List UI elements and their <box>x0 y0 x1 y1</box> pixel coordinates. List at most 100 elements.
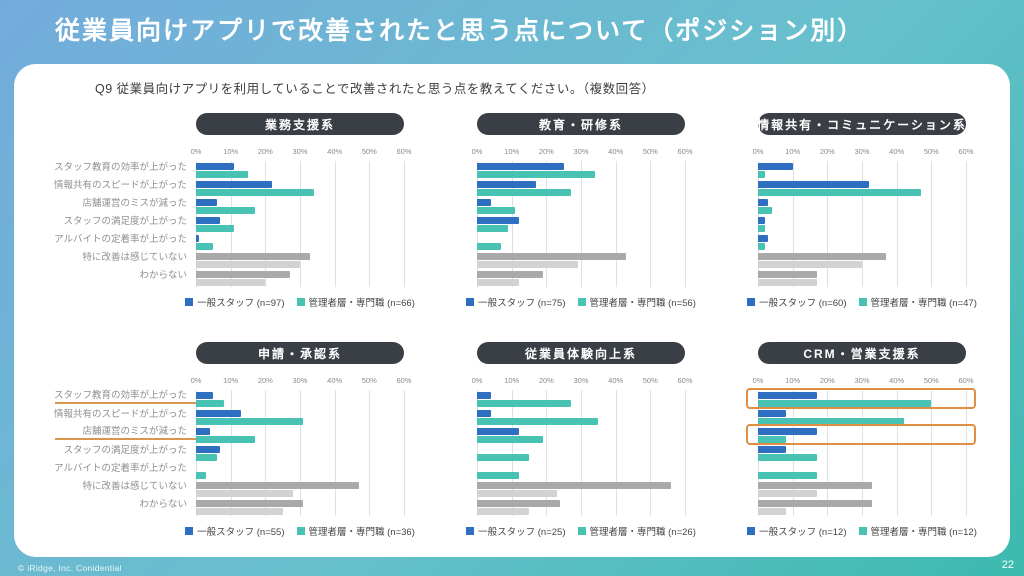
bar-manager <box>758 242 765 250</box>
chart-1: 業務支援系 0% 10% 20% 30% 40% 50% 60% スタッフ教育の効率が上がった情… <box>53 113 415 309</box>
chart-title-pill: 従業員体験向上系 <box>477 342 685 364</box>
category-label: スタッフ教育の効率が上がった <box>53 162 187 173</box>
bar-group <box>477 251 685 269</box>
gridline <box>546 161 548 287</box>
legend-swatch <box>858 527 867 535</box>
category-label: わからない <box>139 270 187 281</box>
bar-general-staff <box>196 270 290 278</box>
axis-tick-label: 50% <box>642 376 658 385</box>
legend-item: 管理者層・専門職 (n=36) <box>296 524 415 538</box>
bar-group <box>477 197 685 215</box>
bar-general-staff <box>477 391 491 399</box>
plot-area <box>196 390 405 516</box>
bar-group <box>758 498 966 516</box>
legend-label: 一般スタッフ (n=25) <box>478 527 566 538</box>
axis-tick-label: 0% <box>471 376 483 385</box>
bar-group <box>477 390 685 408</box>
gridline <box>404 390 405 516</box>
axis-tick-label: 50% <box>361 147 377 156</box>
axis-tick-label: 60% <box>677 376 693 385</box>
bar-manager <box>477 242 502 250</box>
bar-group <box>758 161 966 179</box>
plot-area <box>758 161 967 287</box>
bar-general-staff <box>758 445 786 453</box>
bar-general-staff <box>477 409 491 417</box>
legend-label: 管理者層・専門職 (n=36) <box>308 527 415 538</box>
legend-swatch <box>185 298 194 306</box>
slide-title: 従業員向けアプリで改善されたと思う点について（ポジション別） <box>55 17 865 45</box>
bar-general-staff <box>477 162 564 170</box>
bar-group <box>196 179 404 197</box>
bar-general-staff <box>758 481 873 489</box>
axis-tick-label: 50% <box>361 376 377 385</box>
gridline <box>862 161 863 287</box>
gridline <box>615 390 617 516</box>
bar-manager <box>196 453 217 461</box>
gridline <box>369 390 371 516</box>
bar-manager <box>758 170 765 178</box>
bar-group <box>477 408 685 426</box>
category-label: 情報共有のスピードが上がった <box>53 409 187 420</box>
plot-area <box>477 161 686 287</box>
bar-group <box>477 498 685 516</box>
legend-item: 管理者層・専門職 (n=26) <box>577 524 696 538</box>
bar-manager <box>196 489 294 497</box>
plot-area <box>196 161 405 287</box>
axis-tick-label: 0% <box>190 376 202 385</box>
bar-manager <box>477 453 529 461</box>
category-label: わからない <box>139 499 187 510</box>
axis-tick-label: 30% <box>854 376 870 385</box>
bar-group <box>196 251 404 269</box>
chart-body: スタッフ教育の効率が上がった 情報共有のスピードが上がった 店舗運営のミスが減ったス… <box>53 157 405 287</box>
axis-tick-label: 50% <box>923 147 939 156</box>
legend-swatch <box>466 298 475 306</box>
highlight-box <box>746 388 976 409</box>
gridline <box>196 390 197 516</box>
legend-swatch <box>858 298 867 306</box>
legend: 一般スタッフ (n=55) 管理者層・専門職 (n=36) <box>185 524 415 538</box>
gridline <box>265 161 267 287</box>
legend-item: 管理者層・専門職 (n=56) <box>577 295 696 309</box>
bar-general-staff <box>477 499 561 507</box>
axis-tick-label: 40% <box>608 376 624 385</box>
bar-group <box>196 444 404 462</box>
gridline <box>265 390 267 516</box>
legend-item: 一般スタッフ (n=97) <box>185 295 285 309</box>
axis-tick-label: 0% <box>471 147 483 156</box>
axis-tick-label: 10% <box>223 376 239 385</box>
bar-group <box>477 161 685 179</box>
gridline <box>230 161 232 287</box>
chart-body <box>758 157 967 287</box>
chart-body <box>477 386 686 516</box>
bar-group <box>758 462 966 480</box>
gridline <box>685 161 686 287</box>
bar-general-staff <box>758 409 786 417</box>
chart-title-pill-row: 情報共有・コミュニケーション系 <box>757 113 966 135</box>
legend-item: 管理者層・専門職 (n=66) <box>296 295 415 309</box>
legend-swatch <box>747 298 756 306</box>
bar-group <box>477 444 685 462</box>
chart-title-pill-row: 申請・承認系 <box>196 342 404 364</box>
axis-tick-label: 20% <box>538 376 554 385</box>
axis-tick-label: 40% <box>889 376 905 385</box>
chart-title-pill: 教育・研修系 <box>477 113 685 135</box>
chart-body <box>746 386 976 516</box>
bar-group <box>196 269 404 287</box>
legend-label: 管理者層・専門職 (n=66) <box>308 298 415 309</box>
axis-tick-label: 10% <box>504 147 520 156</box>
bar-manager <box>477 507 529 515</box>
category-label: スタッフの満足度が上がった <box>63 216 187 227</box>
bar-group <box>196 233 404 251</box>
content-card: Q9 従業員向けアプリを利用していることで改善されたと思う点を教えてください。（… <box>14 64 1010 557</box>
legend-label: 一般スタッフ (n=12) <box>759 527 847 538</box>
bar-manager <box>758 188 921 196</box>
axis-tick-label: 30% <box>854 147 870 156</box>
bar-group <box>477 269 685 287</box>
bar-manager <box>758 507 786 515</box>
gridline <box>650 161 652 287</box>
legend-label: 一般スタッフ (n=97) <box>197 298 285 309</box>
legend-item: 管理者層・専門職 (n=12) <box>858 524 977 538</box>
gridline <box>300 390 301 516</box>
bar-manager <box>477 489 557 497</box>
bar-general-staff <box>758 180 869 188</box>
